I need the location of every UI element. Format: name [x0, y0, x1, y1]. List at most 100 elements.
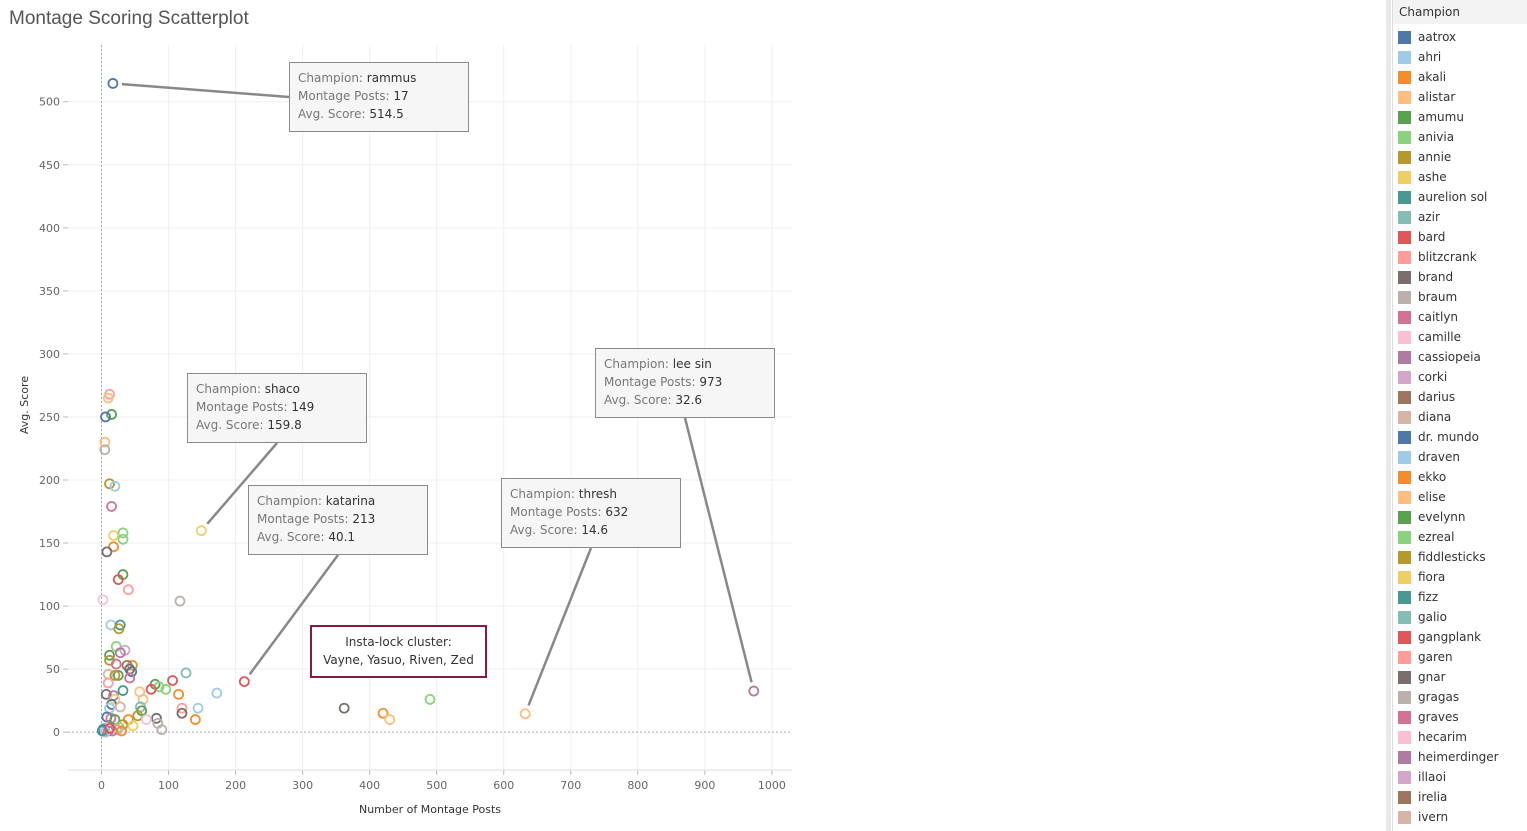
legend-item-annie[interactable]: annie	[1398, 147, 1451, 167]
data-point[interactable]	[109, 670, 121, 681]
legend-item-ivern[interactable]: ivern	[1398, 807, 1448, 827]
legend-item-irelia[interactable]: irelia	[1398, 787, 1447, 807]
legend-item-aatrox[interactable]: aatrox	[1398, 27, 1456, 47]
legend-item-illaoi[interactable]: illaoi	[1398, 767, 1446, 787]
data-point[interactable]	[99, 444, 111, 456]
legend-item-amumu[interactable]: amumu	[1398, 107, 1464, 127]
data-point[interactable]	[106, 501, 117, 512]
legend-item-anivia[interactable]: anivia	[1398, 127, 1454, 147]
data-point[interactable]	[145, 683, 157, 695]
legend-item-braum[interactable]: braum	[1398, 287, 1457, 307]
legend-item-cassiopeia[interactable]: cassiopeia	[1398, 347, 1481, 367]
data-point[interactable]	[151, 712, 162, 724]
legend-item-diana[interactable]: diana	[1398, 407, 1451, 427]
data-point[interactable]	[114, 701, 126, 713]
legend-item-garen[interactable]: garen	[1398, 647, 1453, 667]
legend-item-darius[interactable]: darius	[1398, 387, 1455, 407]
data-point[interactable]	[238, 676, 250, 688]
data-point[interactable]	[100, 688, 112, 700]
data-point[interactable]	[160, 683, 172, 695]
data-point[interactable]	[110, 658, 122, 670]
legend-item-ashe[interactable]: ashe	[1398, 167, 1447, 187]
legend-item-gangplank[interactable]: gangplank	[1398, 627, 1481, 647]
data-point[interactable]	[156, 724, 168, 736]
data-point[interactable]	[114, 647, 126, 659]
legend-item-fiora[interactable]: fiora	[1398, 567, 1445, 587]
data-point[interactable]	[107, 78, 119, 89]
legend-item-alistar[interactable]: alistar	[1398, 87, 1455, 107]
legend-item-azir[interactable]: azir	[1398, 207, 1440, 227]
data-point[interactable]	[102, 677, 114, 689]
data-point[interactable]	[176, 702, 188, 714]
data-point[interactable]	[338, 702, 350, 714]
data-point[interactable]	[377, 707, 389, 719]
data-point[interactable]	[108, 530, 119, 541]
data-point[interactable]	[384, 714, 396, 725]
data-point[interactable]	[126, 666, 138, 678]
legend-item-akali[interactable]: akali	[1398, 67, 1446, 87]
data-point[interactable]	[106, 409, 117, 420]
legend-item-camille[interactable]: camille	[1398, 327, 1461, 347]
data-point[interactable]	[173, 688, 185, 700]
data-point[interactable]	[211, 687, 223, 699]
legend-item-graves[interactable]: graves	[1398, 707, 1459, 727]
data-point[interactable]	[167, 675, 178, 686]
data-point[interactable]	[117, 527, 129, 539]
legend-item-aurelion-sol[interactable]: aurelion sol	[1398, 187, 1487, 207]
data-point[interactable]	[196, 525, 207, 537]
data-point[interactable]	[127, 720, 139, 732]
legend-swatch	[1398, 390, 1411, 404]
data-point[interactable]	[116, 725, 128, 737]
data-point[interactable]	[122, 714, 134, 725]
legend-item-gragas[interactable]: gragas	[1398, 687, 1459, 707]
data-point[interactable]	[97, 594, 109, 606]
data-point[interactable]	[117, 685, 129, 696]
data-point[interactable]	[112, 670, 124, 681]
legend-item-ezreal[interactable]: ezreal	[1398, 527, 1454, 547]
legend-item-blitzcrank[interactable]: blitzcrank	[1398, 247, 1477, 267]
data-point[interactable]	[117, 533, 129, 545]
y-tick-label: 450	[39, 159, 60, 172]
legend-item-ekko[interactable]: ekko	[1398, 467, 1446, 487]
legend-item-bard[interactable]: bard	[1398, 227, 1445, 247]
x-axis-label: Number of Montage Posts	[359, 803, 501, 816]
data-point[interactable]	[748, 685, 760, 697]
data-point[interactable]	[112, 574, 124, 586]
data-point[interactable]	[102, 392, 114, 404]
data-point[interactable]	[100, 411, 111, 423]
data-point[interactable]	[132, 710, 144, 722]
data-point[interactable]	[519, 708, 531, 720]
legend-item-caitlyn[interactable]: caitlyn	[1398, 307, 1458, 327]
data-point[interactable]	[174, 595, 186, 607]
legend-scrollbar-track[interactable]	[1386, 0, 1391, 831]
data-point[interactable]	[109, 480, 121, 492]
data-point[interactable]	[180, 667, 192, 679]
legend-item-fizz[interactable]: fizz	[1398, 587, 1438, 607]
legend-item-gnar[interactable]: gnar	[1398, 667, 1446, 687]
data-point[interactable]	[141, 714, 152, 725]
data-point[interactable]	[99, 436, 111, 448]
data-point[interactable]	[124, 672, 136, 684]
legend-item-ahri[interactable]: ahri	[1398, 47, 1441, 67]
data-point[interactable]	[104, 722, 115, 734]
data-point[interactable]	[104, 478, 115, 490]
data-point[interactable]	[176, 707, 188, 719]
legend-item-hecarim[interactable]: hecarim	[1398, 727, 1467, 747]
data-point[interactable]	[113, 623, 125, 635]
legend-item-fiddlesticks[interactable]: fiddlesticks	[1398, 547, 1486, 567]
data-point[interactable]	[104, 649, 115, 661]
data-point[interactable]	[101, 546, 113, 558]
data-point[interactable]	[122, 584, 134, 596]
legend-item-brand[interactable]: brand	[1398, 267, 1453, 287]
legend-item-elise[interactable]: elise	[1398, 487, 1446, 507]
legend-item-evelynn[interactable]: evelynn	[1398, 507, 1466, 527]
data-point[interactable]	[424, 693, 436, 705]
data-point[interactable]	[189, 714, 201, 725]
data-point[interactable]	[108, 541, 119, 553]
legend-item-draven[interactable]: draven	[1398, 447, 1460, 467]
legend-item-heimerdinger[interactable]: heimerdinger	[1398, 747, 1499, 767]
legend-item-galio[interactable]: galio	[1398, 607, 1447, 627]
legend-item-corki[interactable]: corki	[1398, 367, 1447, 387]
data-point[interactable]	[192, 702, 204, 714]
legend-item-dr-mundo[interactable]: dr. mundo	[1398, 427, 1479, 447]
